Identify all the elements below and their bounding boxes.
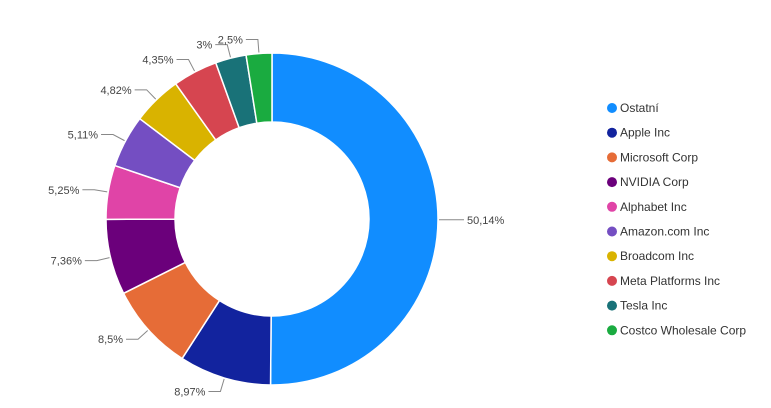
legend-marker-tesla-inc xyxy=(607,300,617,311)
data-label-nvidia-corp: 7,36% xyxy=(51,256,82,268)
leader-line-apple-inc xyxy=(208,378,225,392)
legend-item-alphabet-inc[interactable]: Alphabet Inc xyxy=(607,200,687,214)
leader-line-costco-wholesale-corp xyxy=(245,39,260,53)
leader-line-broadcom-inc xyxy=(134,89,157,100)
leader-line-tesla-inc xyxy=(215,44,231,58)
data-label-meta-platforms-inc: 4,35% xyxy=(142,55,173,67)
legend-item-meta-platforms-inc[interactable]: Meta Platforms Inc xyxy=(607,274,720,288)
legend-item-microsoft-corp[interactable]: Microsoft Corp xyxy=(607,150,698,164)
legend-label-tesla-inc: Tesla Inc xyxy=(620,299,667,313)
slice-ostatn[interactable] xyxy=(269,52,439,386)
donut-slices xyxy=(105,52,439,386)
legend: Ostatní Apple Inc Microsoft Corp NVIDIA Cor… xyxy=(607,101,746,337)
data-label-broadcom-inc: 4,82% xyxy=(100,85,131,97)
slice-costco-wholesale-corp[interactable] xyxy=(245,52,273,125)
legend-marker-nvidia-corp xyxy=(607,177,617,188)
legend-item-amazon-com-inc[interactable]: Amazon.com Inc xyxy=(607,225,709,239)
legend-label-alphabet-inc: Alphabet Inc xyxy=(620,200,687,214)
legend-label-amazon-com-inc: Amazon.com Inc xyxy=(620,225,709,239)
data-label-microsoft-corp: 8,5% xyxy=(98,334,123,346)
legend-marker-alphabet-inc xyxy=(607,201,617,212)
legend-marker-broadcom-inc xyxy=(607,251,617,262)
legend-label-nvidia-corp: NVIDIA Corp xyxy=(620,175,689,189)
legend-item-ostatn[interactable]: Ostatní xyxy=(607,101,659,115)
data-label-tesla-inc: 3% xyxy=(196,40,212,52)
legend-marker-ostatn xyxy=(607,103,617,113)
leader-line-microsoft-corp xyxy=(126,330,149,340)
leader-line-amazon-com-inc xyxy=(101,134,125,142)
leader-line-meta-platforms-inc xyxy=(176,59,195,72)
data-label-costco-wholesale-corp: 2,5% xyxy=(218,35,243,47)
data-label-ostatn: 50,14% xyxy=(467,215,505,227)
data-label-apple-inc: 8,97% xyxy=(174,386,205,398)
data-label-alphabet-inc: 5,25% xyxy=(48,185,79,197)
legend-marker-microsoft-corp xyxy=(607,152,617,163)
leader-line-nvidia-corp xyxy=(84,257,110,262)
legend-label-ostatn: Ostatní xyxy=(620,101,659,115)
legend-item-apple-inc[interactable]: Apple Inc xyxy=(607,126,670,140)
legend-item-broadcom-inc[interactable]: Broadcom Inc xyxy=(607,249,694,263)
legend-label-apple-inc: Apple Inc xyxy=(620,126,670,140)
data-labels: 50,14% 8,97% 8,5% 7,36% 5,25% 5,11% 4,82% 4,35%… xyxy=(48,35,504,399)
data-label-amazon-com-inc: 5,11% xyxy=(68,130,99,142)
legend-marker-amazon-com-inc xyxy=(607,226,617,237)
legend-marker-meta-platforms-inc xyxy=(607,275,617,286)
leader-line-alphabet-inc xyxy=(82,189,108,193)
legend-label-costco-wholesale-corp: Costco Wholesale Corp xyxy=(620,323,746,337)
legend-item-nvidia-corp[interactable]: NVIDIA Corp xyxy=(607,175,689,189)
legend-item-costco-wholesale-corp[interactable]: Costco Wholesale Corp xyxy=(607,323,746,337)
legend-item-tesla-inc[interactable]: Tesla Inc xyxy=(607,299,667,313)
legend-label-microsoft-corp: Microsoft Corp xyxy=(620,150,698,164)
legend-label-broadcom-inc: Broadcom Inc xyxy=(620,249,694,263)
legend-marker-apple-inc xyxy=(607,127,617,138)
legend-label-meta-platforms-inc: Meta Platforms Inc xyxy=(620,274,720,288)
legend-marker-costco-wholesale-corp xyxy=(607,325,617,336)
